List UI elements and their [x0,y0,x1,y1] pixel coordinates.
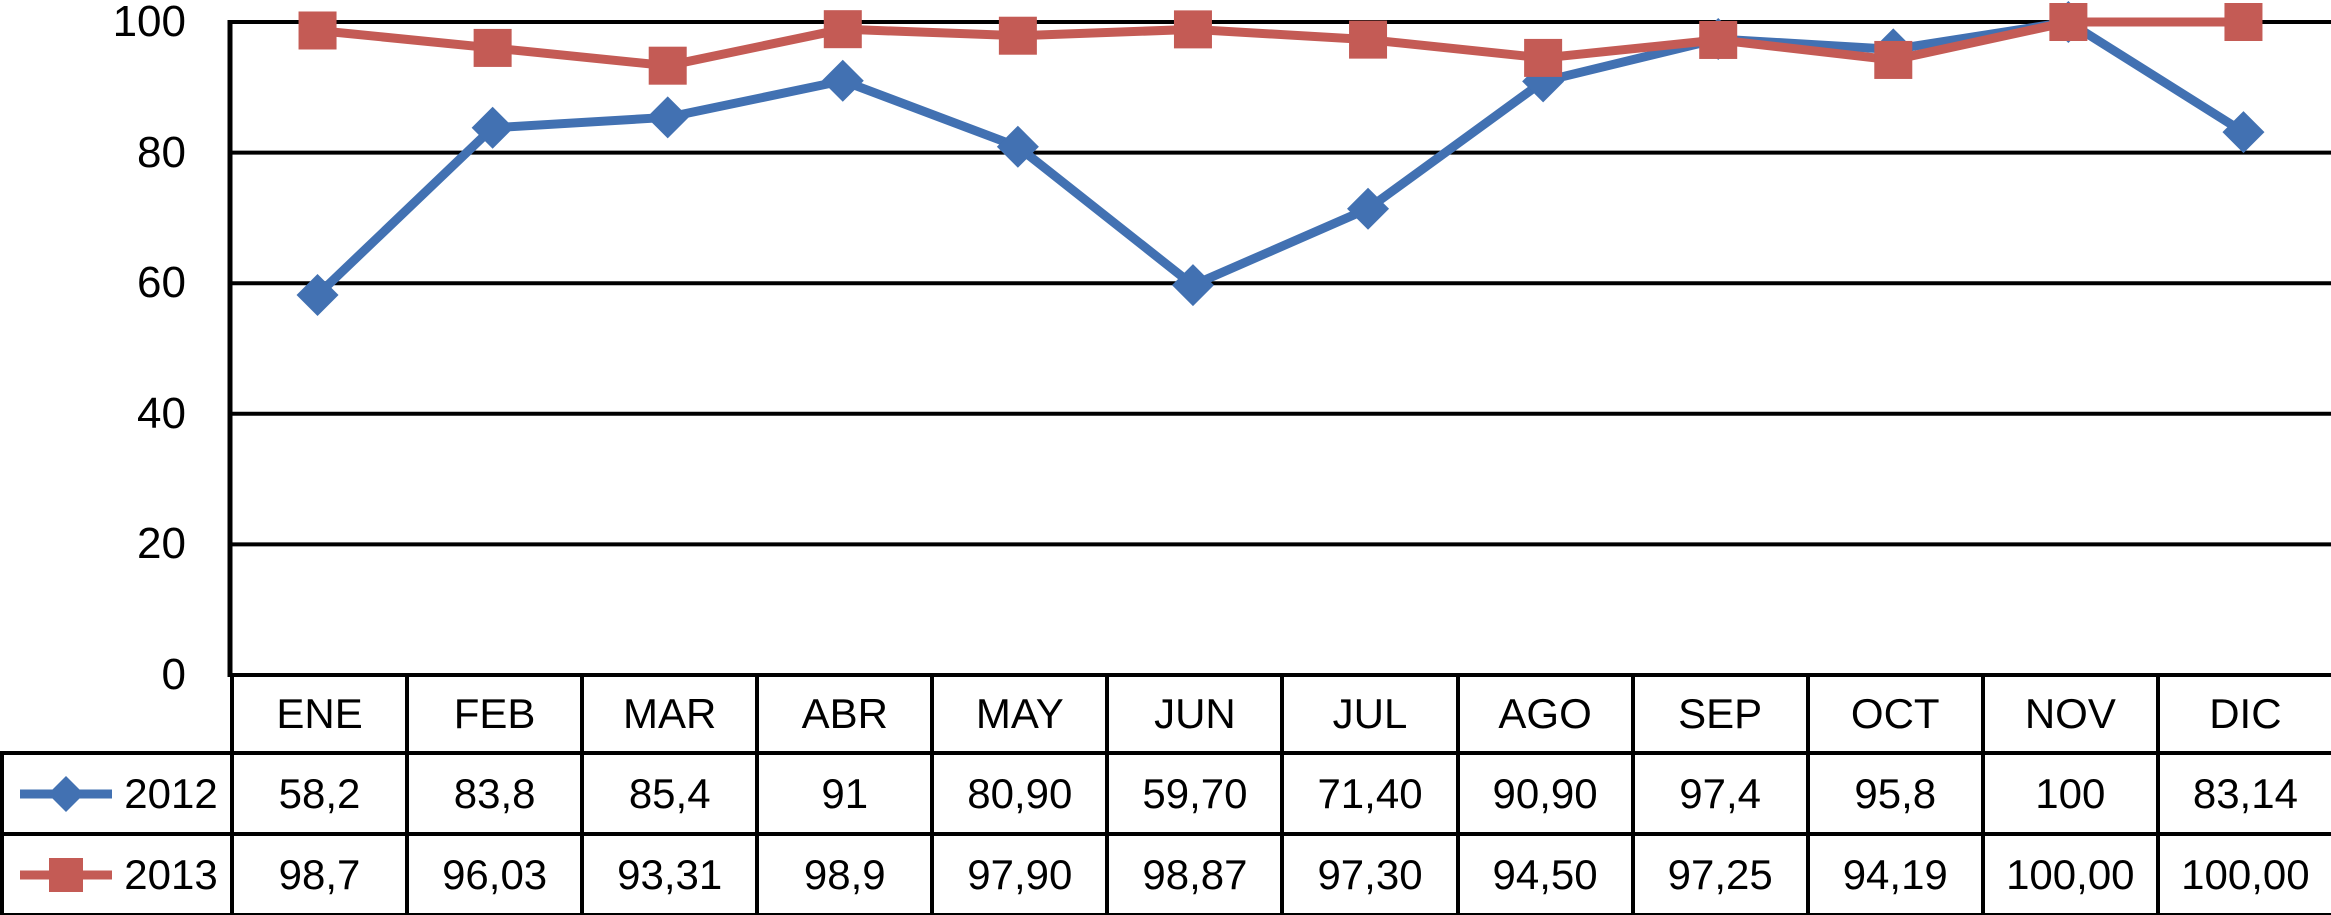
month-header-cell-ABR: ABR [755,673,935,755]
value-cell-2012-AGO: 90,90 [1455,751,1635,836]
marker-2012-ABR [821,59,864,102]
y-axis-tick-label-60: 60 [137,258,186,308]
marker-2013-MAY [998,16,1037,55]
y-axis-tick-label-20: 20 [137,519,186,569]
marker-2013-JUL [1349,20,1388,59]
month-header-cell-FEB: FEB [405,673,585,755]
value-cell-2012-ABR: 91 [755,751,935,836]
legend-marker-2012 [48,775,85,812]
marker-2013-NOV [2049,3,2088,41]
marker-2013-DIC [2224,3,2263,41]
series-row-2013: 2013 98,7 96,03 93,31 98,9 97,90 98,87 97,30 94,… [0,832,2331,915]
marker-2013-AGO [1524,38,1563,77]
marker-2013-ENE [298,11,337,50]
marker-2012-ENE [296,273,339,316]
marker-2013-MAR [648,46,687,85]
y-axis-tick-label-80: 80 [137,127,186,177]
legend-marker-2013 [49,857,84,892]
legend-cell-2012: 2012 [0,751,234,836]
legend-diamond-icon [20,775,113,812]
value-cell-2013-AGO: 94,50 [1455,832,1635,915]
value-cell-2013-ENE: 98,7 [229,832,410,915]
legend-cell-2013: 2013 [0,832,234,915]
marker-2013-JUN [1173,10,1212,49]
value-cell-2012-MAY: 80,90 [930,751,1110,836]
marker-2012-MAR [646,96,689,139]
value-cell-2013-OCT: 94,19 [1805,832,1985,915]
month-header-cell-JUL: JUL [1280,673,1460,755]
month-header-cell-MAR: MAR [580,673,760,755]
marker-2012-FEB [471,106,514,149]
month-header-cell-SEP: SEP [1630,673,1810,755]
table-corner-cell [2,675,232,753]
value-cell-2013-NOV: 100,00 [1980,832,2160,915]
marker-2013-ABR [823,10,862,49]
month-header-cell-DIC: DIC [2155,673,2331,755]
value-cell-2013-JUN: 98,87 [1105,832,1285,915]
series-line-2012 [314,17,2246,299]
value-cell-2012-FEB: 83,8 [405,751,585,836]
value-cell-2012-JUN: 59,70 [1105,751,1285,836]
legend-label-2013: 2013 [124,850,218,898]
month-header-cell-MAY: MAY [930,673,1110,755]
marker-2012-DIC [2222,111,2265,154]
value-cell-2013-ABR: 98,9 [755,832,935,915]
legend-label-2012: 2012 [124,769,218,817]
marker-2012-AGO [1522,60,1565,103]
value-cell-2012-OCT: 95,8 [1805,751,1985,836]
marker-2012-JUN [1171,264,1214,307]
marker-2013-SEP [1699,20,1738,59]
marker-2012-JUL [1347,187,1390,230]
plot-area [227,1,2331,677]
month-header-row: ENE FEB MAR ABR MAY JUN JUL AGO SEP OCT NOV DIC [2,673,2331,755]
value-cell-2013-FEB: 96,03 [405,832,585,915]
series-row-2012: 2012 58,2 83,8 85,4 91 80,90 59,70 71,40 90,90 97… [0,751,2331,836]
marker-2013-OCT [1874,40,1913,79]
month-header-cell-AGO: AGO [1455,673,1635,755]
value-cell-2012-MAR: 85,4 [580,751,760,836]
value-cell-2012-DIC: 83,14 [2155,751,2331,836]
marker-2012-MAY [996,125,1039,168]
value-cell-2013-MAR: 93,31 [580,832,760,915]
y-axis-tick-label-40: 40 [137,388,186,438]
data-table: ENE FEB MAR ABR MAY JUN JUL AGO SEP OCT NOV DIC 2012… [0,673,2331,915]
month-header-cell-ENE: ENE [229,673,410,755]
y-axis-tick-label-0: 0 [161,650,186,699]
value-cell-2012-ENE: 58,2 [229,751,410,836]
value-cell-2012-JUL: 71,40 [1280,751,1460,836]
value-cell-2013-JUL: 97,30 [1280,832,1460,915]
value-cell-2012-SEP: 97,4 [1630,751,1810,836]
legend-square-icon [20,857,113,892]
month-header-cell-JUN: JUN [1105,673,1285,755]
marker-2013-FEB [473,28,512,67]
value-cell-2013-MAY: 97,90 [930,832,1110,915]
y-axis-tick-label-100: 100 [112,0,186,46]
month-header-cell-NOV: NOV [1980,673,2160,755]
value-cell-2013-SEP: 97,25 [1630,832,1810,915]
value-cell-2013-DIC: 100,00 [2155,832,2331,915]
value-cell-2012-NOV: 100 [1980,751,2160,836]
month-header-cell-OCT: OCT [1805,673,1985,755]
series-line-2013 [317,17,2244,71]
